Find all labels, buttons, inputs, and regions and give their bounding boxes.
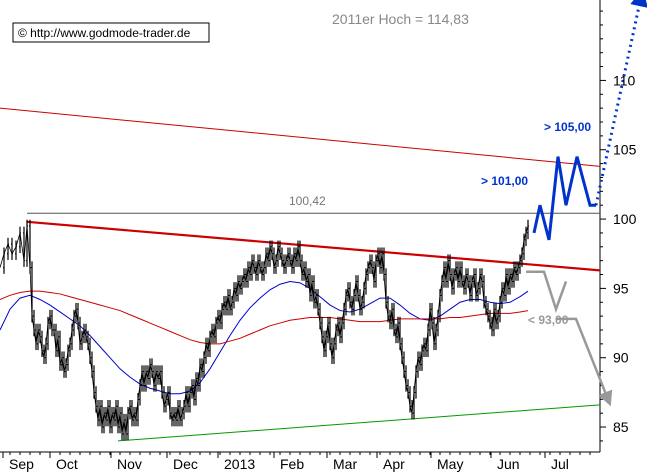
upper-channel-line bbox=[0, 107, 601, 167]
x-tick-label-4: 2013 bbox=[224, 456, 255, 472]
x-tick-labels: Sep Oct Nov Dec 2013 Feb Mar Apr May Jun Jul bbox=[9, 456, 569, 472]
x-tick-label-7: Apr bbox=[383, 456, 405, 472]
forecast-bearish-path bbox=[526, 270, 568, 314]
forecast-breakout-arrow bbox=[594, 0, 647, 206]
source-label: © http://www.godmode-trader.de bbox=[18, 26, 191, 40]
source-badge: © http://www.godmode-trader.de bbox=[12, 22, 210, 43]
annotation-target-101: > 101,00 bbox=[481, 174, 528, 188]
x-tick-label-6: Mar bbox=[333, 456, 357, 472]
x-tick-label-0: Sep bbox=[9, 456, 34, 472]
price-series bbox=[0, 219, 529, 441]
annotation-target-105: > 105,00 bbox=[544, 120, 591, 134]
forecast-paths bbox=[526, 0, 647, 407]
annotation-high-2011: 2011er Hoch = 114,83 bbox=[332, 11, 469, 27]
y-tick-label-110: 110 bbox=[613, 72, 636, 88]
y-tick-label-85: 85 bbox=[613, 419, 629, 435]
x-tick-label-3: Dec bbox=[173, 456, 198, 472]
x-tick-label-1: Oct bbox=[56, 456, 78, 472]
y-tick-label-95: 95 bbox=[613, 280, 629, 296]
annotation-level-10042: 100,42 bbox=[289, 194, 326, 208]
resistance-trendline bbox=[26, 220, 601, 272]
axis-ticks bbox=[2, 10, 606, 458]
price-close-line bbox=[0, 225, 529, 435]
x-tick-label-5: Feb bbox=[280, 456, 304, 472]
support-trendline bbox=[117, 404, 601, 442]
x-tick-label-2: Nov bbox=[117, 456, 142, 472]
y-tick-label-105: 105 bbox=[613, 142, 637, 158]
x-tick-label-10: Jul bbox=[551, 456, 569, 472]
forecast-bullish-path bbox=[532, 156, 596, 241]
forecast-bearish-arrow bbox=[556, 317, 613, 407]
y-tick-labels: 85 90 95 100 105 110 bbox=[613, 72, 637, 435]
y-tick-label-100: 100 bbox=[613, 211, 637, 227]
x-tick-label-8: May bbox=[437, 456, 463, 472]
y-tick-label-90: 90 bbox=[613, 350, 629, 366]
x-tick-label-9: Jun bbox=[497, 456, 520, 472]
annotation-support-93: < 93,00 bbox=[528, 313, 569, 327]
plot-area bbox=[0, 0, 600, 450]
moving-average-long bbox=[0, 290, 529, 345]
